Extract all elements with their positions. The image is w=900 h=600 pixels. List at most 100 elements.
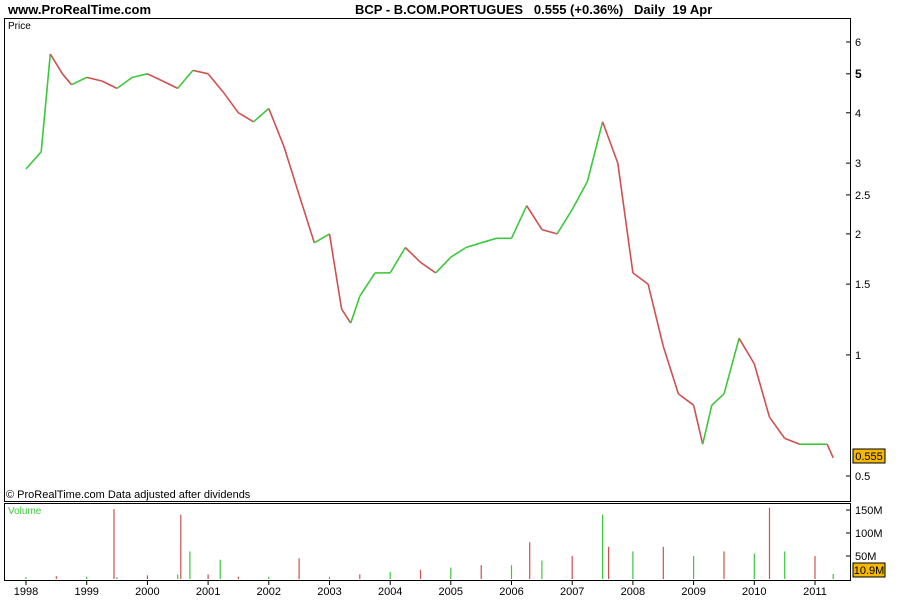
price-tick-label: 0.5 bbox=[855, 471, 870, 483]
site-label[interactable]: www.ProRealTime.com bbox=[8, 2, 152, 17]
volume-bar bbox=[113, 509, 115, 579]
x-tick-label: 2011 bbox=[803, 586, 827, 598]
price-segment bbox=[692, 405, 704, 445]
x-tick-label: 2002 bbox=[257, 586, 281, 598]
price-segment bbox=[389, 247, 406, 274]
price-segment bbox=[768, 416, 786, 439]
price-segment bbox=[647, 283, 665, 347]
price-segment bbox=[40, 53, 52, 152]
volume-bar bbox=[571, 556, 573, 579]
price-segment bbox=[298, 194, 316, 244]
price-panel bbox=[4, 18, 851, 502]
x-tick-label: 1999 bbox=[74, 586, 98, 598]
price-tick-label: 6 bbox=[855, 37, 861, 49]
price-last-badge bbox=[852, 448, 886, 464]
price-segment bbox=[162, 80, 179, 90]
volume-tick-label: 150M bbox=[855, 505, 883, 517]
x-tick-label: 2001 bbox=[196, 586, 220, 598]
volume-bar bbox=[25, 577, 27, 579]
price-segment bbox=[359, 272, 376, 297]
chart-date: 19 Apr bbox=[672, 2, 713, 17]
price-segment bbox=[207, 73, 224, 93]
volume-axis: 50M 100M 150M bbox=[846, 505, 883, 563]
price-tick-label: 1 bbox=[855, 350, 861, 362]
price-segment bbox=[420, 261, 437, 274]
price-segment bbox=[480, 237, 497, 244]
instrument-title: BCP - B.COM.PORTUGUES 0.555 (+0.36%) Dai… bbox=[355, 2, 712, 17]
volume-bar bbox=[602, 514, 604, 579]
volume-bar bbox=[450, 567, 452, 579]
volume-bar bbox=[723, 551, 725, 579]
volume-bar bbox=[55, 576, 57, 579]
volume-bar bbox=[768, 507, 771, 579]
volume-bar bbox=[116, 577, 118, 579]
volume-bar bbox=[832, 574, 834, 579]
volume-bar bbox=[359, 574, 361, 579]
price-segment bbox=[116, 76, 133, 90]
price-segment bbox=[49, 53, 64, 75]
price-segment bbox=[617, 162, 634, 274]
price-last-value: 0.555 bbox=[855, 451, 883, 463]
volume-bar bbox=[529, 542, 531, 579]
x-tick-label: 1998 bbox=[14, 586, 38, 598]
price-segment bbox=[340, 308, 352, 324]
price-segment bbox=[526, 205, 543, 231]
header-bar: www.ProRealTime.com BCP - B.COM.PORTUGUE… bbox=[0, 0, 900, 18]
price-segment bbox=[222, 91, 240, 114]
volume-bar bbox=[298, 558, 300, 579]
price-segment bbox=[711, 393, 725, 406]
price-segment bbox=[86, 76, 103, 82]
price-segment bbox=[25, 151, 42, 170]
volume-bar bbox=[510, 565, 513, 579]
price-segment bbox=[662, 346, 680, 395]
volume-bar bbox=[608, 546, 610, 579]
volume-tick-label: 100M bbox=[855, 528, 883, 540]
price-segment bbox=[826, 443, 834, 459]
volume-last-value: 10.9M bbox=[854, 565, 885, 577]
volume-last-badge bbox=[852, 562, 886, 578]
price-tick-label: 2.5 bbox=[855, 190, 870, 202]
volume-bar bbox=[207, 574, 209, 579]
volume-bar bbox=[86, 576, 88, 579]
price-segment bbox=[571, 181, 589, 210]
price-segment bbox=[253, 107, 270, 123]
price-segment bbox=[237, 112, 255, 123]
price-segment bbox=[556, 209, 573, 235]
x-tick-label: 2004 bbox=[378, 586, 402, 598]
price-segment bbox=[784, 437, 801, 445]
price-segment bbox=[723, 338, 740, 395]
x-axis: 1998 1999 2000 2001 2002 2003 2004 2005 2006 2007… bbox=[14, 581, 827, 598]
volume-panel-label: Volume bbox=[8, 506, 42, 517]
price-segment bbox=[586, 121, 604, 182]
instrument-quote: 0.555 (+0.36%) bbox=[533, 2, 624, 17]
volume-bar bbox=[189, 551, 191, 579]
x-tick-label: 2009 bbox=[681, 586, 705, 598]
price-segment bbox=[450, 246, 467, 258]
volume-bar bbox=[784, 551, 786, 579]
price-segment bbox=[404, 246, 422, 263]
volume-bars bbox=[25, 507, 834, 579]
price-segment bbox=[147, 73, 163, 82]
volume-bar bbox=[219, 559, 221, 579]
price-segment bbox=[71, 76, 88, 86]
volume-bar bbox=[541, 560, 543, 579]
price-segment bbox=[541, 228, 558, 235]
volume-bar bbox=[662, 546, 664, 579]
price-segment bbox=[738, 337, 755, 365]
x-tick-label: 2006 bbox=[499, 586, 523, 598]
price-axis: 0.5 1 1.5 2 2.5 3 4 5 6 bbox=[846, 37, 870, 483]
volume-tick-label: 50M bbox=[855, 551, 876, 563]
x-tick-label: 2000 bbox=[135, 586, 159, 598]
price-segment bbox=[465, 242, 482, 249]
volume-bar bbox=[389, 572, 391, 579]
volume-bar bbox=[632, 551, 634, 579]
volume-bar bbox=[419, 569, 422, 579]
price-segment bbox=[283, 146, 300, 196]
price-segment bbox=[677, 393, 695, 406]
price-panel-label: Price bbox=[8, 21, 31, 32]
price-segment bbox=[349, 295, 361, 324]
volume-bar bbox=[328, 576, 331, 579]
price-segment bbox=[510, 205, 528, 239]
instrument-name: BCP - B.COM.PORTUGUES bbox=[355, 2, 524, 17]
